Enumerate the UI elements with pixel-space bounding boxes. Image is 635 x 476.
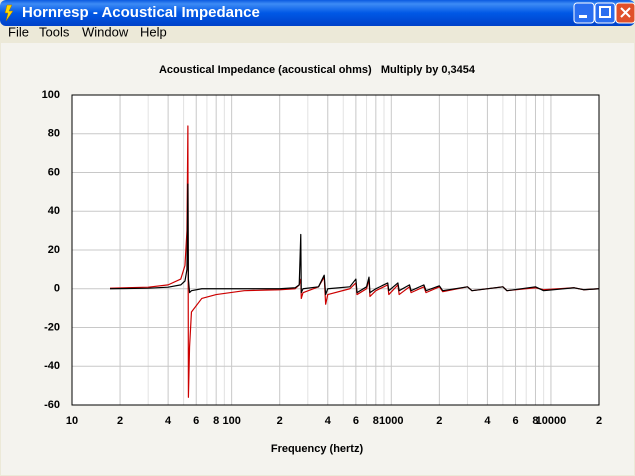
maximize-icon [599,6,611,18]
app-icon [4,4,14,22]
y-tick-label: -40 [44,360,60,372]
y-tick-label: 60 [48,166,60,178]
x-tick-label: 8 [213,415,219,427]
x-tick-label: 10 [66,415,78,427]
x-axis-label: Frequency (hertz) [271,443,364,455]
window-title: Hornresp - Acoustical Impedance [22,4,260,21]
y-tick-label: 100 [42,89,60,101]
x-tick-label: 2 [277,415,283,427]
x-tick-label: 4 [484,415,491,427]
menu-item[interactable]: Help [140,24,167,39]
x-tick-label: 2 [117,415,123,427]
series-line [109,183,600,296]
x-tick-label: 6 [193,415,199,427]
chart-title: Acoustical Impedance (acoustical ohms) M… [159,64,476,76]
x-tick-label: 10000 [536,415,567,427]
x-tick-label: 8 [373,415,379,427]
y-tick-label: -60 [44,399,60,411]
plot-border [71,94,600,406]
x-tick-label: 6 [353,415,359,427]
x-tick-label: 8 [532,415,538,427]
minimize-button[interactable] [573,2,595,24]
x-tick-label: 6 [512,415,518,427]
menu-item[interactable]: File [8,24,29,39]
x-tick-label: 100 [222,415,240,427]
y-tick-label: 80 [48,128,60,140]
x-tick-label: 1000 [379,415,403,427]
x-tick-label: 4 [165,415,172,427]
menu-item[interactable]: Tools [39,24,70,39]
menu-item[interactable]: Window [82,24,129,39]
title-bar [0,0,635,26]
y-tick-label: 40 [48,205,60,217]
x-tick-label: 4 [325,415,332,427]
close-icon [620,7,631,18]
y-tick-label: -20 [44,321,60,333]
minimize-icon [579,15,587,18]
x-tick-label: 2 [436,415,442,427]
x-tick-label: 2 [596,415,602,427]
y-tick-label: 20 [48,244,60,256]
y-tick-label: 0 [54,283,60,295]
